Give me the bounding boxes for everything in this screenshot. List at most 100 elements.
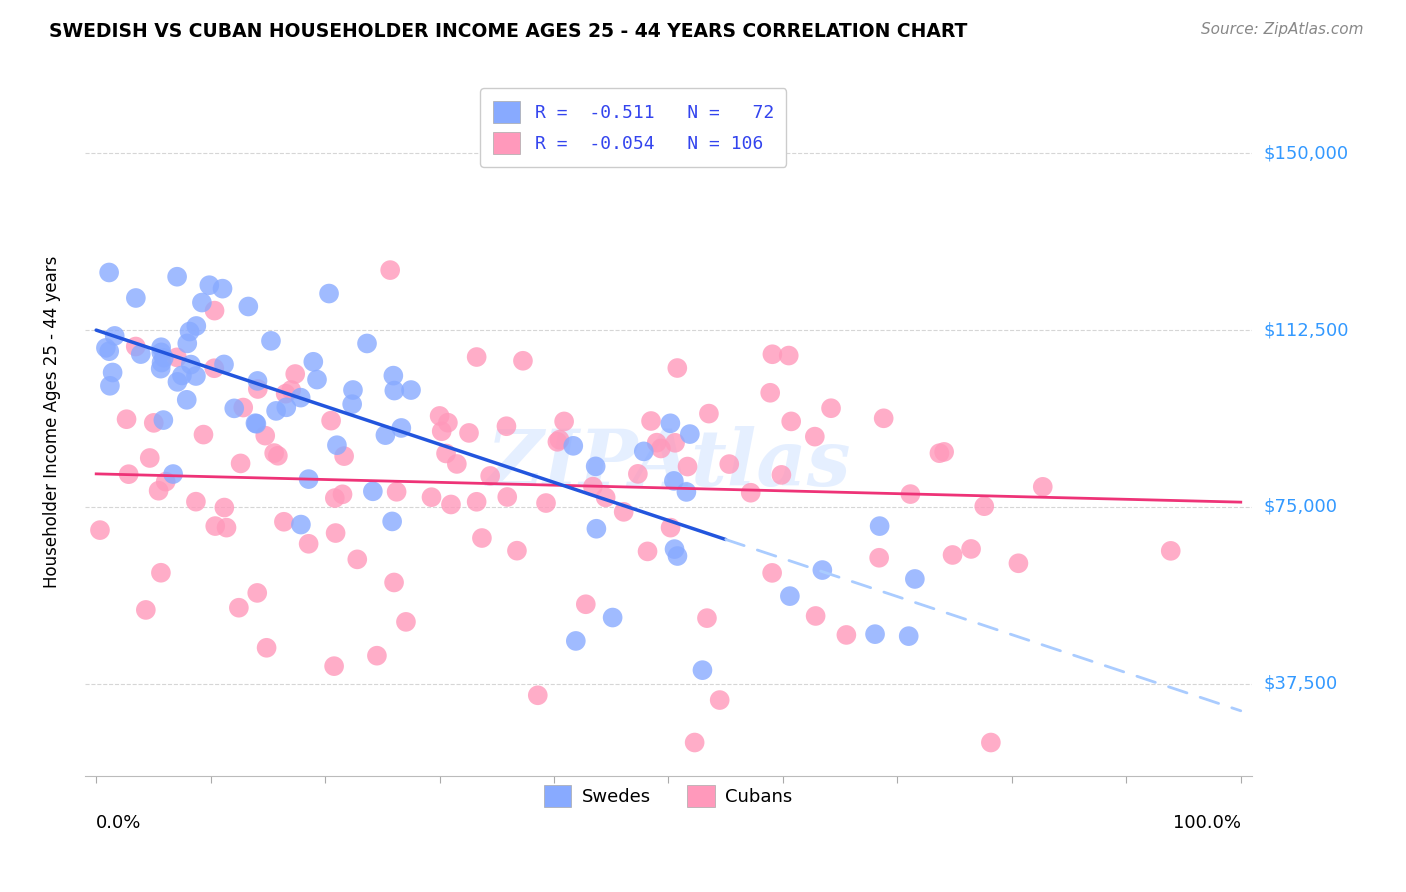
Point (129, 347, 152, 361)
Point (585, 522, 607, 536)
Point (1160, 544, 1182, 558)
Point (176, 392, 198, 407)
Point (374, 428, 396, 442)
Point (162, 467, 184, 481)
Point (274, 386, 297, 401)
Point (382, 575, 405, 590)
Point (420, 490, 443, 504)
Point (471, 531, 494, 545)
Point (446, 457, 468, 471)
Point (166, 375, 188, 389)
Point (98, 265, 121, 279)
Point (98, 344, 121, 359)
Point (302, 355, 325, 369)
Point (89, 523, 111, 537)
Point (664, 435, 686, 450)
Point (718, 457, 741, 471)
Point (319, 414, 342, 428)
Text: $37,500: $37,500 (1264, 674, 1337, 692)
Point (385, 484, 408, 499)
Point (697, 407, 720, 421)
Point (290, 517, 312, 532)
Point (382, 384, 405, 398)
Point (434, 446, 457, 460)
Point (260, 334, 283, 348)
Point (928, 446, 950, 460)
Point (666, 361, 689, 376)
Point (778, 349, 800, 363)
Point (770, 467, 793, 482)
Point (863, 627, 886, 641)
Point (193, 427, 215, 442)
Point (779, 589, 801, 603)
Point (180, 358, 202, 372)
Point (149, 361, 172, 376)
Point (650, 442, 672, 456)
Point (297, 472, 319, 486)
Point (118, 467, 141, 482)
Point (280, 383, 302, 397)
Point (101, 366, 124, 380)
Point (666, 549, 689, 563)
Point (820, 401, 842, 416)
Point (595, 491, 617, 505)
Point (780, 414, 803, 428)
Point (166, 269, 188, 284)
Legend: Swedes, Cubans: Swedes, Cubans (536, 776, 801, 816)
Point (212, 358, 235, 372)
Point (245, 417, 267, 431)
Point (184, 494, 207, 508)
Point (214, 500, 236, 515)
Point (664, 542, 686, 557)
Point (149, 566, 172, 580)
Point (633, 444, 655, 458)
Point (640, 414, 662, 428)
Point (429, 409, 451, 423)
Point (211, 282, 233, 296)
Point (934, 445, 956, 459)
Point (759, 385, 782, 400)
Point (125, 339, 148, 353)
Point (264, 404, 287, 418)
Point (458, 425, 481, 440)
Point (150, 355, 173, 369)
Point (125, 291, 148, 305)
Point (399, 383, 422, 397)
Point (479, 469, 502, 483)
Point (332, 487, 354, 501)
Text: $75,000: $75,000 (1264, 498, 1337, 516)
Point (224, 401, 246, 416)
Point (811, 563, 834, 577)
Point (900, 487, 922, 501)
Point (904, 572, 927, 586)
Point (298, 537, 321, 551)
Text: $112,500: $112,500 (1264, 321, 1348, 339)
Point (465, 495, 488, 509)
Text: 0.0%: 0.0% (96, 814, 142, 832)
Point (512, 353, 534, 368)
Point (395, 615, 418, 629)
Text: SWEDISH VS CUBAN HOUSEHOLDER INCOME AGES 25 - 44 YEARS CORRELATION CHART: SWEDISH VS CUBAN HOUSEHOLDER INCOME AGES… (49, 22, 967, 41)
Point (245, 416, 267, 430)
Point (389, 421, 412, 435)
Text: Source: ZipAtlas.com: Source: ZipAtlas.com (1201, 22, 1364, 37)
Point (284, 367, 307, 381)
Point (246, 382, 269, 396)
Point (238, 300, 260, 314)
Text: $150,000: $150,000 (1264, 145, 1348, 162)
Point (152, 351, 174, 365)
Point (326, 438, 349, 452)
Text: ZIPAtlas: ZIPAtlas (486, 426, 851, 503)
Point (380, 263, 402, 277)
Point (696, 611, 718, 625)
Point (263, 446, 285, 460)
Point (191, 295, 214, 310)
Point (430, 424, 453, 438)
Point (562, 439, 585, 453)
Point (115, 412, 138, 426)
Point (868, 550, 890, 565)
Point (305, 373, 328, 387)
Point (318, 286, 340, 301)
Text: 100.0%: 100.0% (1173, 814, 1240, 832)
Point (215, 521, 238, 535)
